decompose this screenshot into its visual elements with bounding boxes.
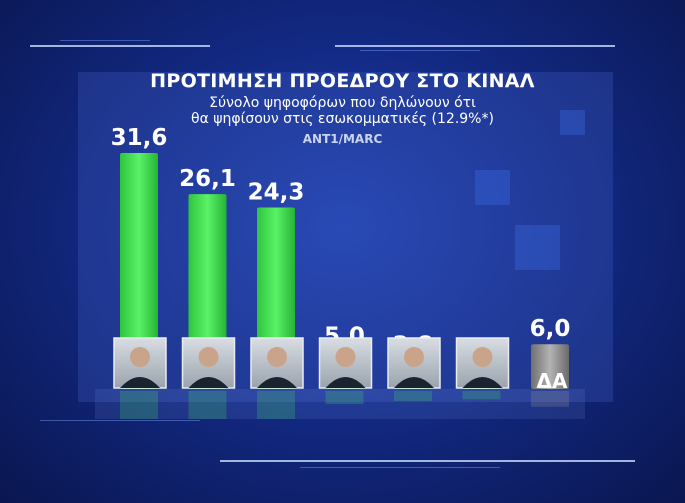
subtitle-line-1: Σύνολο ψηφοφόρων που δηλώνουν ότι (209, 95, 476, 111)
candidate-photo-body (120, 377, 160, 388)
bar-reflection (531, 391, 569, 407)
chart-subtitle: Σύνολο ψηφοφόρων που δηλώνουν ότι θα ψηφ… (0, 95, 685, 127)
chart-source: ΑΝΤ1/MARC (302, 132, 383, 146)
bar (531, 344, 569, 389)
bar (120, 153, 158, 389)
decor-line (60, 40, 150, 41)
subtitle-line-2: θα ψηφίσουν στις εσωκομματικές (12.9%*) (191, 111, 494, 127)
decor-line (30, 45, 210, 47)
data-label: 31,6 (111, 125, 168, 151)
candidate-photo-head (472, 347, 493, 367)
decor-square (560, 110, 585, 135)
data-label: 24,3 (248, 180, 305, 206)
candidate-photo-body (394, 377, 434, 388)
candidate-photo-body (462, 377, 503, 388)
candidate-photo-head (404, 347, 424, 367)
candidate-photo-body (257, 377, 297, 388)
candidate-photo-head (267, 347, 287, 367)
data-label: 26,1 (179, 166, 236, 192)
chart-floor (95, 389, 585, 419)
decor-line (300, 467, 500, 468)
decor-line (335, 45, 615, 47)
decor-line (40, 420, 200, 421)
candidate-photo-body (325, 377, 366, 388)
bar-reflection (462, 391, 501, 400)
bar-reflection (120, 391, 158, 419)
candidate-photo-head (335, 347, 356, 367)
data-label: 6,0 (530, 316, 571, 342)
decor-square (475, 170, 510, 205)
chart-title: ΠΡΟΤΙΜΗΣΗ ΠΡΟΕΔΡΟΥ ΣΤΟ ΚΙΝΑΛ (150, 70, 535, 92)
bar-reflection (257, 391, 295, 419)
bar-reflection (188, 391, 227, 419)
bar-reflection (325, 391, 364, 405)
decor-line (220, 460, 635, 462)
decor-square (515, 225, 560, 270)
candidate-photo-head (130, 347, 150, 367)
category-label-da: ΔΑ (537, 369, 568, 393)
bar-reflection (394, 391, 432, 401)
candidate-photo-body (188, 377, 229, 388)
decor-line (360, 50, 480, 51)
candidate-photo-head (198, 347, 219, 367)
